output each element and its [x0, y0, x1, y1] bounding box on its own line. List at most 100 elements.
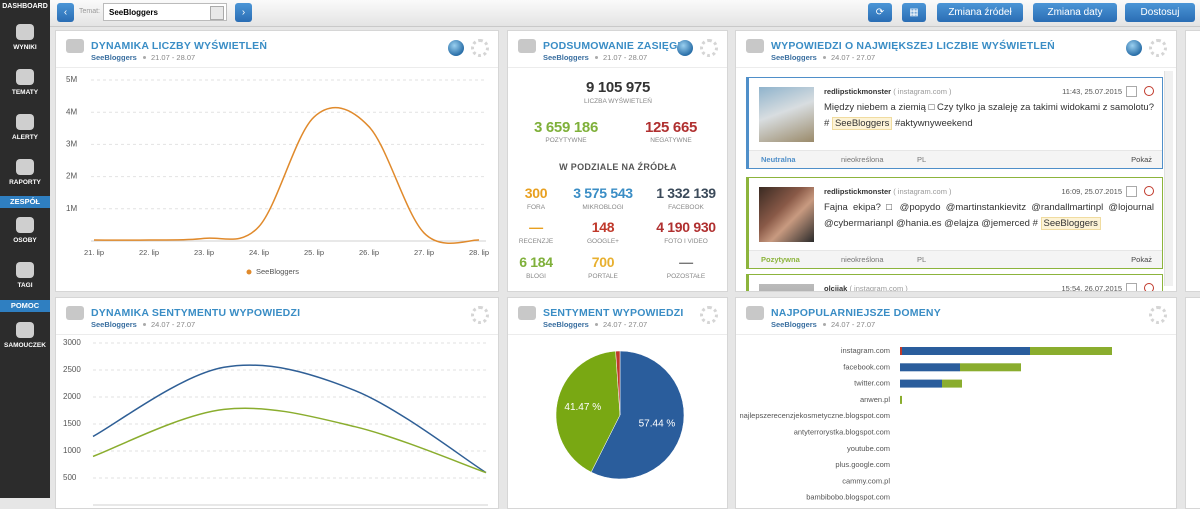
chart: 57.44 % 41.47 % [555, 350, 685, 480]
post-body: Fajna ekipa? □ @popydo @martinstankievit… [824, 202, 1154, 229]
panel-title: DYNAMIKA SENTYMENTU WYPOWIEDZI [91, 307, 301, 319]
post-body: Między niebem a ziemią □ Czy tylko ja sz… [824, 102, 1154, 129]
sidebar: DASHBOARD WYNIKI TEMATY ALERTY RAPORTY ZESPÓŁ… [0, 0, 50, 498]
topic-value: SeeBloggers [109, 8, 158, 17]
post-source: ( instagram.com ) [893, 187, 952, 196]
bar-segment [902, 347, 1030, 355]
partial-panel [1185, 297, 1200, 509]
bar-segment [900, 395, 902, 404]
settings-icon[interactable] [700, 39, 718, 57]
y-tick-label: twitter.com [854, 379, 890, 388]
settings-icon[interactable] [471, 306, 489, 324]
nav-icon [16, 262, 34, 278]
source-label: FACEBOOK [668, 204, 704, 211]
domains-panel: NAJPOPULARNIEJSZE DOMENY SeeBloggers 24.07… [735, 297, 1177, 509]
post-card: olciiak ( instagram.com ) 15:54, 26.07.20… [746, 274, 1163, 292]
nav-item: WYNIKI [13, 44, 37, 51]
source-label: FOTO I VIDEO [664, 238, 708, 245]
settings-icon[interactable] [471, 39, 489, 57]
x-tick-label: 27. lip [414, 248, 434, 257]
panel-title: DYNAMIKA LICZBY WYŚWIETLEŃ [91, 40, 268, 52]
data-line [92, 407, 487, 474]
forward-button[interactable]: › [235, 3, 252, 22]
settings-icon[interactable] [700, 306, 718, 324]
y-tick-label: cammy.com.pl [842, 476, 890, 485]
y-tick-label: plus.google.com [835, 460, 890, 469]
nav-icon [16, 217, 34, 233]
refresh-button[interactable]: ⟳ [868, 3, 892, 22]
show-link[interactable]: Pokaż [1131, 255, 1152, 264]
language: PL [917, 155, 927, 164]
source-label: POZOSTAŁE [666, 273, 706, 280]
bar-segment [960, 363, 1021, 372]
post-tag: SeeBloggers [831, 117, 893, 130]
customize-button[interactable]: Dostosuj [1125, 3, 1195, 22]
y-tick-label: anwen.pl [860, 395, 890, 404]
x-tick-label: 24. lip [249, 248, 269, 257]
brand: DASHBOARD [2, 3, 48, 10]
separator-dot [143, 56, 146, 59]
panel-icon [518, 306, 536, 320]
negative-label: NEGATYWNE [650, 137, 692, 144]
y-tick-label: 2500 [63, 365, 81, 374]
source-value: 1 332 139 [656, 185, 716, 201]
source-value: 3 575 543 [573, 185, 633, 201]
panel-subtitle: SeeBloggers [91, 320, 137, 329]
panel-icon [746, 39, 764, 53]
post-card: redlipstickmonster ( instagram.com ) 16:0… [746, 177, 1163, 269]
post-time: 16:09, 25.07.2015 [1061, 187, 1122, 196]
nav-item: TEMATY [11, 89, 39, 96]
calendar-icon [1126, 283, 1137, 291]
sources-button[interactable]: Zmiana źródeł [937, 3, 1023, 22]
header-divider [736, 67, 1176, 68]
pie-slice [555, 350, 621, 473]
header-divider [736, 334, 1176, 335]
nav-item: OSOBY [13, 237, 37, 244]
chart: 1M 2M 3M 4M 5M 21. lip 22. lip 23. lip 24. lip 25… [66, 75, 489, 276]
sentiment-panel: SENTYMENT WYPOWIEDZI SeeBloggers 24.07 - 2… [507, 297, 728, 509]
y-tick-label: najlepszerecenzjekosmetyczne.blogspot.co… [740, 411, 891, 420]
post-text: Między niebem a ziemią □ Czy tylko ja sz… [824, 100, 1154, 132]
grid-button[interactable]: ▦ [902, 3, 926, 22]
source-value: — [529, 219, 543, 235]
positive-value: 3 659 186 [533, 119, 599, 136]
source-label: BLOGI [526, 273, 546, 280]
show-link[interactable]: Pokaż [1131, 155, 1152, 164]
y-tick-label: 1000 [63, 446, 81, 455]
slice-label: 57.44 % [639, 418, 676, 429]
globe-icon [677, 40, 693, 56]
y-tick-label: 3000 [63, 338, 81, 347]
post-image [759, 187, 814, 242]
panel-icon [66, 306, 84, 320]
settings-icon[interactable] [1149, 39, 1167, 57]
date-button[interactable]: Zmiana daty [1033, 3, 1117, 22]
slice-label: 41.47 % [564, 402, 601, 413]
settings-icon[interactable] [1149, 306, 1167, 324]
panel-subtitle: SeeBloggers [91, 53, 137, 62]
panel-title: SENTYMENT WYPOWIEDZI [543, 307, 684, 319]
source-value: 148 [591, 219, 615, 235]
bar-segment [900, 363, 960, 372]
panel-title: PODSUMOWANIE ZASIĘGU [543, 40, 686, 52]
x-tick-label: 28. lip [469, 248, 489, 257]
y-tick-label: 1M [66, 204, 77, 213]
panel-subtitle: SeeBloggers [543, 53, 589, 62]
post-author: redlipstickmonster ( instagram.com ) [824, 87, 952, 96]
panel-title: WYPOWIEDZI O NAJWIĘKSZEJ LICZBIE WYŚWIET… [771, 40, 1055, 52]
back-button[interactable]: ‹ [57, 3, 74, 22]
category: nieokreślona [841, 155, 884, 164]
panel-dates: 21.07 - 28.07 [151, 53, 196, 62]
panel-subtitle: SeeBloggers [771, 53, 817, 62]
calendar-icon [1126, 86, 1137, 97]
post-tail: #aktywnyweekend [892, 118, 973, 129]
panel-title: NAJPOPULARNIEJSZE DOMENY [771, 307, 941, 319]
source-label: MIKROBLOGI [582, 204, 624, 211]
y-tick-label: 3M [66, 140, 77, 149]
topic-select[interactable]: SeeBloggers [103, 3, 227, 21]
post-source: ( instagram.com ) [849, 284, 908, 292]
separator-dot [823, 56, 826, 59]
author-name: redlipstickmonster [824, 187, 892, 196]
separator-dot [823, 323, 826, 326]
header-divider [56, 67, 498, 68]
